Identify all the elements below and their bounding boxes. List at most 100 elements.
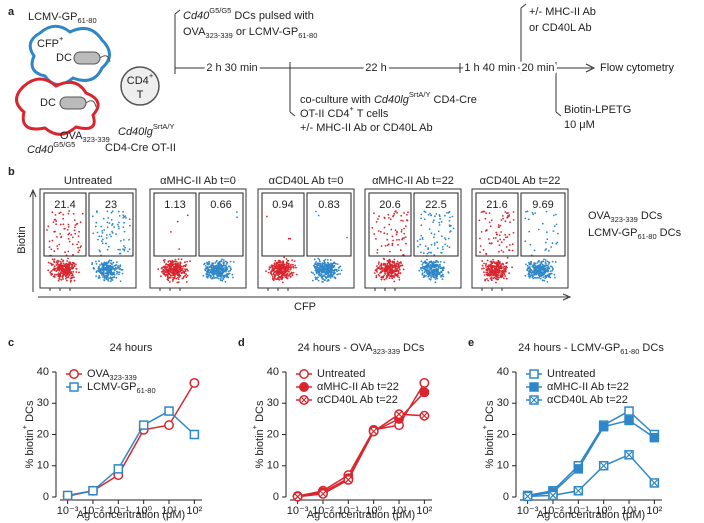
- dot: [527, 275, 530, 277]
- dot: [103, 272, 105, 274]
- marker: [164, 420, 174, 431]
- dot: [545, 248, 547, 250]
- text-part: OVA: [60, 130, 83, 142]
- dot: [541, 271, 544, 274]
- dot: [209, 271, 212, 274]
- dot: [288, 270, 290, 273]
- cell-label: CD4+: [127, 71, 153, 86]
- dot: [548, 261, 550, 263]
- dot: [108, 277, 110, 280]
- text-part: LCMV-GP: [28, 11, 78, 23]
- text-part: co-culture with: [300, 94, 374, 106]
- dot: [186, 274, 189, 277]
- dot: [118, 271, 121, 274]
- dot: [222, 262, 225, 265]
- dot: [434, 278, 437, 280]
- dot: [121, 272, 124, 275]
- dot: [526, 265, 529, 267]
- dot: [91, 262, 94, 264]
- marker-cross: [574, 487, 582, 495]
- dot: [540, 266, 542, 269]
- dot: [497, 224, 500, 226]
- dot: [499, 238, 502, 241]
- dot: [549, 273, 551, 276]
- dot: [212, 276, 214, 279]
- dot: [490, 260, 493, 263]
- marker-shape: [299, 369, 309, 379]
- dot: [111, 263, 113, 266]
- dot: [421, 263, 424, 266]
- dot: [317, 257, 320, 260]
- dot: [185, 273, 188, 276]
- dot: [375, 238, 377, 240]
- marker-cross: [300, 396, 308, 404]
- dot: [289, 268, 291, 271]
- dot: [175, 269, 178, 272]
- dot: [100, 235, 103, 238]
- dot: [316, 271, 319, 274]
- dot: [406, 213, 408, 216]
- dot: [396, 273, 399, 276]
- final-step: Flow cytometry: [600, 62, 674, 74]
- dot: [496, 268, 498, 271]
- dot: [502, 217, 504, 220]
- dot: [59, 211, 62, 214]
- dot: [57, 273, 59, 276]
- dot: [270, 264, 273, 267]
- dot: [539, 263, 542, 265]
- dot-population: [478, 210, 515, 284]
- dot: [498, 244, 501, 247]
- dot: [390, 276, 393, 278]
- dot: [492, 277, 495, 280]
- dot: [386, 238, 389, 241]
- dot: [532, 213, 534, 216]
- cell-label: DC: [56, 52, 72, 64]
- dot: [109, 277, 112, 280]
- dot: [101, 232, 104, 234]
- marker-shape: [62, 490, 73, 501]
- gate: [306, 192, 352, 257]
- dot: [115, 233, 117, 236]
- dot: [439, 263, 441, 266]
- dot: [59, 233, 62, 235]
- dot: [398, 238, 400, 241]
- dot: [75, 223, 78, 225]
- dot: [217, 277, 220, 280]
- gate: [368, 192, 412, 257]
- x-tick-label: 10⁻²: [542, 505, 564, 517]
- dot: [536, 272, 539, 275]
- dot: [318, 272, 321, 274]
- dot: [479, 251, 481, 254]
- marker: [69, 369, 79, 379]
- legend-entry: LCMV-GP61-80: [87, 381, 156, 396]
- dot: [116, 223, 119, 226]
- dot: [113, 226, 116, 229]
- dot: [327, 262, 329, 264]
- dot: [172, 278, 174, 281]
- dot: [494, 271, 497, 274]
- dot: [105, 237, 108, 239]
- dot: [527, 218, 530, 221]
- step-text: +/- MHC-II Ab or CD40L Ab: [300, 122, 433, 134]
- dot: [492, 258, 494, 261]
- text-part: DCs pulsed with: [231, 10, 314, 22]
- dot: [73, 264, 76, 267]
- dot: [527, 272, 530, 275]
- dot: [535, 271, 538, 274]
- dot: [101, 238, 104, 241]
- dot: [436, 247, 439, 250]
- marker-shape: [69, 382, 79, 392]
- dot: [504, 220, 507, 223]
- x-tick-label: 10²: [416, 505, 432, 517]
- dot: [397, 243, 399, 246]
- dot: [117, 265, 119, 267]
- dot: [397, 272, 400, 275]
- dot: [433, 233, 436, 236]
- y-tick-label: 0: [503, 491, 509, 503]
- dot: [311, 279, 314, 282]
- dot: [286, 259, 289, 262]
- marker: [529, 382, 539, 392]
- dot: [388, 261, 391, 264]
- dot: [442, 275, 445, 278]
- dot: [91, 263, 93, 266]
